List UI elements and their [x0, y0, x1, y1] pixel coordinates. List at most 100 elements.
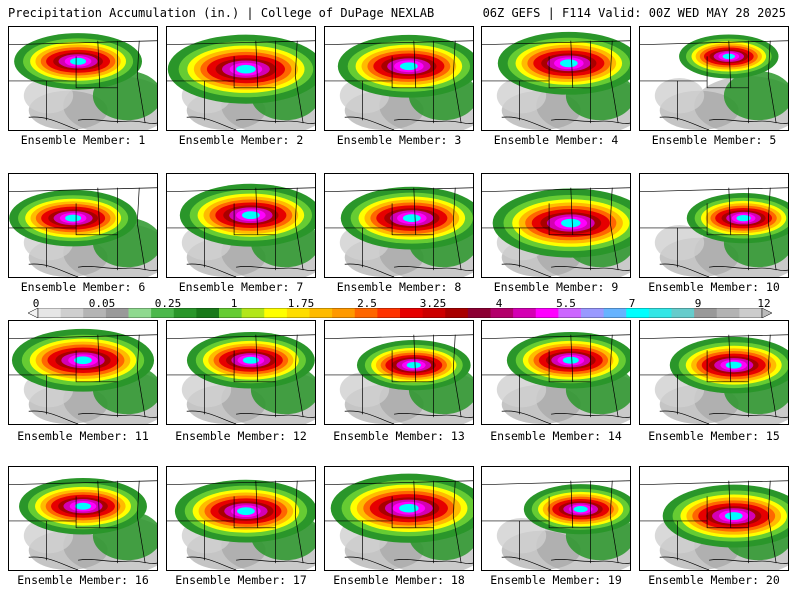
ensemble-map-14: [481, 320, 631, 425]
colorbar-tick-label: 1: [230, 297, 238, 310]
precip-map-image: [325, 467, 473, 570]
colorbar-segment: [558, 308, 582, 318]
colorbar-tick-label: 5.5: [556, 297, 576, 310]
ensemble-map-4: [481, 26, 631, 131]
colorbar-segment: [422, 308, 446, 318]
precip-map-image: [640, 467, 788, 570]
ensemble-map-12: [166, 320, 316, 425]
ensemble-member-label: Ensemble Member: 4: [493, 133, 619, 147]
precip-map-image: [640, 27, 788, 130]
precip-map-image: [482, 174, 630, 277]
colorbar-segment: [694, 308, 718, 318]
precip-map-image: [9, 174, 157, 277]
colorbar-segment: [38, 308, 62, 318]
ensemble-member-label: Ensemble Member: 18: [333, 573, 465, 587]
colorbar-tick-label: 4: [495, 297, 503, 310]
ensemble-map-13: [324, 320, 474, 425]
precip-map-image: [167, 321, 315, 424]
colorbar-right-arrow: [761, 308, 772, 318]
colorbar-tick-label: 9: [694, 297, 702, 310]
precip-map-image: [9, 321, 157, 424]
ensemble-member-label: Ensemble Member: 9: [493, 280, 619, 294]
ensemble-member-label: Ensemble Member: 16: [17, 573, 149, 587]
colorbar-segment: [626, 308, 650, 318]
ensemble-map-8: [324, 173, 474, 278]
ensemble-member-label: Ensemble Member: 3: [336, 133, 462, 147]
ensemble-map-18: [324, 466, 474, 571]
ensemble-member-label: Ensemble Member: 14: [490, 429, 622, 443]
ensemble-member-label: Ensemble Member: 2: [178, 133, 304, 147]
colorbar-segment: [264, 308, 288, 318]
colorbar-segment: [332, 308, 356, 318]
model-run-info: 06Z GEFS | F114 Valid: 00Z WED MAY 28 20…: [482, 6, 786, 20]
ensemble-member-label: Ensemble Member: 13: [333, 429, 465, 443]
precip-map-image: [325, 321, 473, 424]
ensemble-member-label: Ensemble Member: 17: [175, 573, 307, 587]
colorbar-segment: [60, 308, 84, 318]
precip-map-image: [9, 27, 157, 130]
product-title: Precipitation Accumulation (in.) | Colle…: [8, 6, 435, 20]
ensemble-member-label: Ensemble Member: 8: [336, 280, 462, 294]
ensemble-member-label: Ensemble Member: 5: [651, 133, 777, 147]
ensemble-member-label: Ensemble Member: 11: [17, 429, 149, 443]
ensemble-map-9: [481, 173, 631, 278]
ensemble-map-7: [166, 173, 316, 278]
colorbar-segment: [196, 308, 220, 318]
colorbar-segment: [354, 308, 378, 318]
precip-map-image: [9, 467, 157, 570]
ensemble-member-label: Ensemble Member: 7: [178, 280, 304, 294]
precip-map-image: [482, 27, 630, 130]
ensemble-map-10: [639, 173, 789, 278]
ensemble-member-label: Ensemble Member: 6: [20, 280, 146, 294]
colorbar-tick-label: 7: [628, 297, 636, 310]
colorbar-segment: [739, 308, 763, 318]
ensemble-map-17: [166, 466, 316, 571]
colorbar-segment: [286, 308, 310, 318]
colorbar-segment: [105, 308, 129, 318]
colorbar-segment: [535, 308, 559, 318]
precip-map-image: [482, 467, 630, 570]
ensemble-member-label: Ensemble Member: 1: [20, 133, 146, 147]
ensemble-member-label: Ensemble Member: 15: [648, 429, 780, 443]
ensemble-map-3: [324, 26, 474, 131]
colorbar-tick-label: 0: [32, 297, 40, 310]
precip-map-image: [167, 467, 315, 570]
colorbar-segment: [716, 308, 740, 318]
colorbar-segment: [467, 308, 491, 318]
colorbar-tick-label: 1.75: [287, 297, 315, 310]
precip-map-image: [640, 321, 788, 424]
colorbar-segment: [513, 308, 537, 318]
ensemble-map-15: [639, 320, 789, 425]
ensemble-member-label: Ensemble Member: 20: [648, 573, 780, 587]
color-scale-bar: [28, 308, 772, 318]
colorbar-segment: [603, 308, 627, 318]
color-scale-labels: 0 0.05 0.25 1 1.75 2.5 3.25 4 5.5 7 9 12: [0, 297, 800, 310]
ensemble-member-label: Ensemble Member: 12: [175, 429, 307, 443]
colorbar-tick-label: 2.5: [357, 297, 377, 310]
colorbar-tick-label: 12: [757, 297, 771, 310]
precip-map-image: [167, 174, 315, 277]
colorbar-segment: [173, 308, 197, 318]
ensemble-member-label: Ensemble Member: 19: [490, 573, 622, 587]
colorbar-segment: [151, 308, 175, 318]
ensemble-map-5: [639, 26, 789, 131]
colorbar-tick-label: 0.25: [154, 297, 182, 310]
colorbar-segment: [400, 308, 424, 318]
ensemble-map-20: [639, 466, 789, 571]
colorbar-segment: [241, 308, 265, 318]
colorbar-segment: [219, 308, 243, 318]
ensemble-map-19: [481, 466, 631, 571]
colorbar-segment: [445, 308, 469, 318]
ensemble-member-label: Ensemble Member: 10: [648, 280, 780, 294]
colorbar-segment: [309, 308, 333, 318]
ensemble-map-11: [8, 320, 158, 425]
ensemble-map-2: [166, 26, 316, 131]
ensemble-map-1: [8, 26, 158, 131]
colorbar-segment: [671, 308, 695, 318]
colorbar-segment: [128, 308, 152, 318]
ensemble-map-16: [8, 466, 158, 571]
precip-map-image: [640, 174, 788, 277]
ensemble-map-6: [8, 173, 158, 278]
precip-map-image: [482, 321, 630, 424]
colorbar-tick-label: 3.25: [419, 297, 447, 310]
